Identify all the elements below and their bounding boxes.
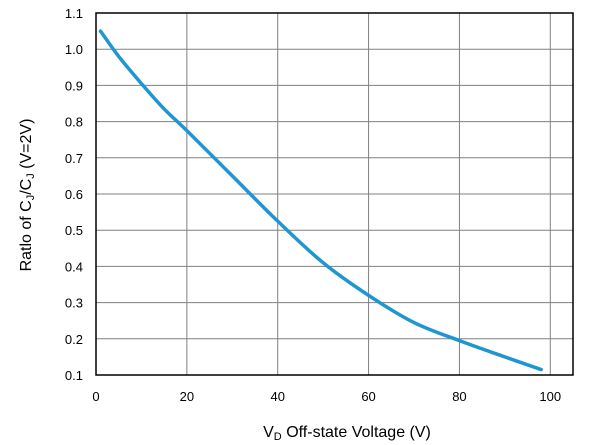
- series-group: [98, 29, 543, 372]
- y-tick-label: 0.6: [65, 187, 83, 202]
- x-tick-label: 80: [452, 389, 466, 404]
- x-tick-label: 40: [270, 389, 284, 404]
- plot-frame: [95, 12, 574, 376]
- y-tick-label: 0.8: [65, 115, 83, 130]
- x-tick-label: 100: [539, 389, 561, 404]
- y-axis-title: Ratlo of CJ/CJ (V=2V): [18, 119, 37, 272]
- y-tick-label: 0.7: [65, 151, 83, 166]
- y-tick-label: 0.9: [65, 78, 83, 93]
- x-axis-title: VD Off-state Voltage (V): [263, 424, 431, 443]
- x-tick-label: 0: [92, 389, 99, 404]
- x-tick-labels: 0 20 40 60 80 100: [92, 389, 561, 404]
- series-line: [98, 29, 543, 372]
- y-tick-label: 0.4: [65, 259, 83, 274]
- y-tick-label: 1.1: [65, 6, 83, 21]
- x-tick-label: 60: [361, 389, 375, 404]
- y-tick-label: 0.2: [65, 332, 83, 347]
- y-tick-labels: 0.1 0.2 0.3 0.4 0.5 0.6 0.7 0.8 0.9 1.0 1.1: [65, 6, 83, 383]
- y-tick-label: 0.5: [65, 223, 83, 238]
- grid: [95, 12, 573, 376]
- y-tick-label: 1.0: [65, 42, 83, 57]
- y-tick-label: 0.3: [65, 296, 83, 311]
- x-tick-label: 20: [180, 389, 194, 404]
- y-tick-label: 0.1: [65, 368, 83, 383]
